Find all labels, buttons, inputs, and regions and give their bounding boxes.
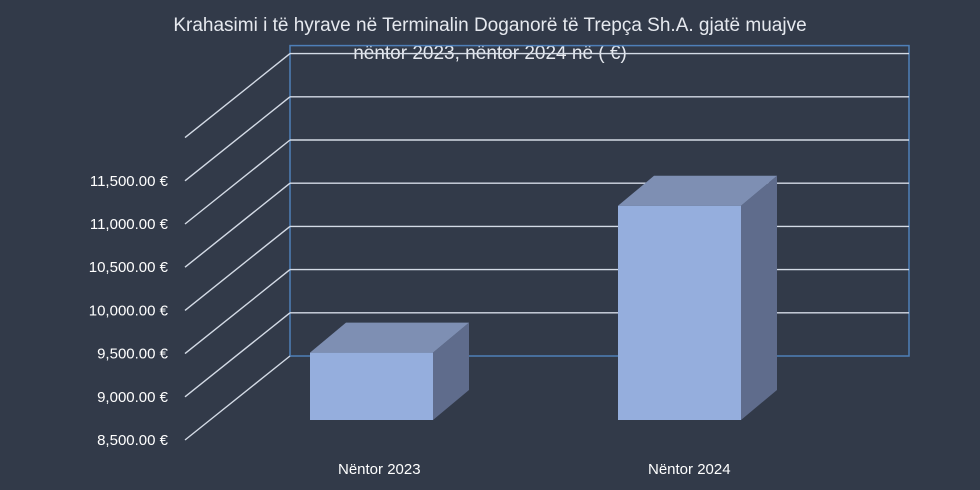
bar-side xyxy=(433,322,469,420)
bar-front xyxy=(618,205,741,420)
chart-title-line-1: Krahasimi i të hyrave në Terminalin Doga… xyxy=(173,15,807,36)
x-category-label: Nëntor 2023 xyxy=(338,461,421,478)
bars xyxy=(310,175,777,420)
gridline-side xyxy=(184,96,291,182)
x-category-label: Nëntor 2024 xyxy=(648,461,731,478)
y-tick-label: 9,500.00 € xyxy=(97,346,169,363)
y-tick-label: 10,000.00 € xyxy=(89,302,169,319)
gridline-side xyxy=(184,269,291,355)
back-wall xyxy=(289,44,910,357)
bar-side xyxy=(741,175,777,420)
bar xyxy=(310,322,469,420)
gridline-side xyxy=(184,139,291,225)
grid-layer xyxy=(184,44,910,441)
bar-front xyxy=(310,352,433,420)
gridline-side xyxy=(184,225,291,311)
y-tick-label: 11,500.00 € xyxy=(90,173,169,190)
bar-top xyxy=(310,322,469,353)
y-tick-label: 9,000.00 € xyxy=(97,389,169,406)
bar xyxy=(618,175,777,420)
y-axis-ticks: 8,500.00 € 9,000.00 € 9,500.00 € 10,000.00 … xyxy=(89,173,169,449)
gridline-side xyxy=(184,355,291,441)
y-tick-label: 8,500.00 € xyxy=(97,432,169,449)
gridline-side xyxy=(184,53,291,139)
x-axis-categories: Nëntor 2023 Nëntor 2024 xyxy=(338,461,731,478)
y-tick-label: 11,000.00 € xyxy=(90,216,169,233)
bar-top xyxy=(618,175,777,206)
gridline-side xyxy=(184,312,291,398)
y-tick-label: 10,500.00 € xyxy=(89,259,169,276)
gridline-side xyxy=(184,182,291,268)
